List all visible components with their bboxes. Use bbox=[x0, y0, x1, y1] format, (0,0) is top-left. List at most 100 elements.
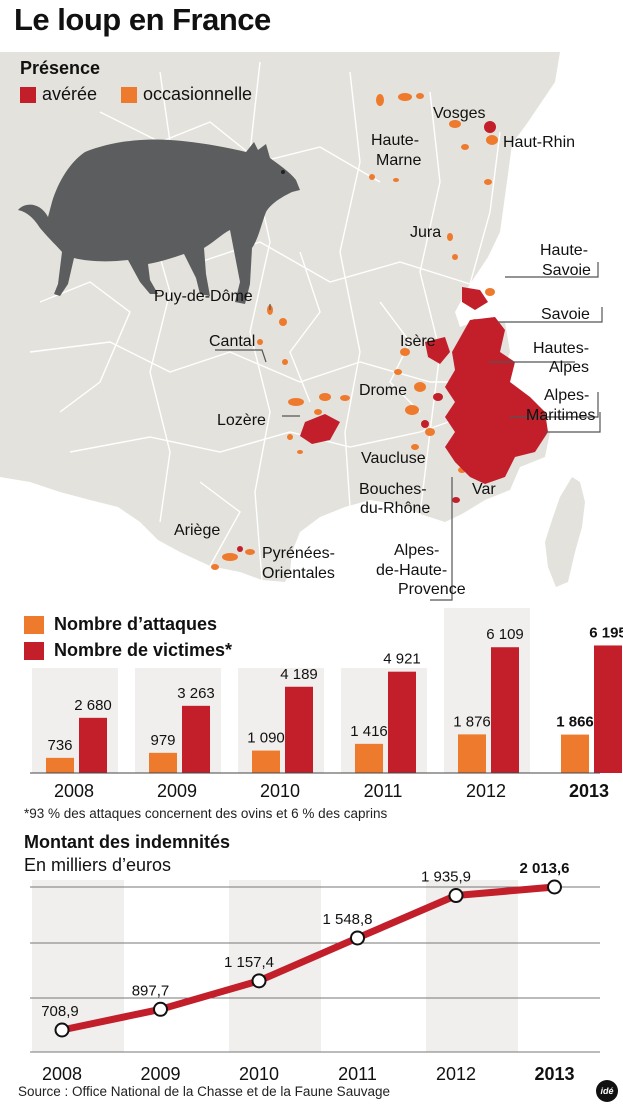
label-lozere: Lozère bbox=[217, 412, 266, 429]
attacks-bar bbox=[355, 743, 383, 773]
victims-value-label: 4 921 bbox=[383, 651, 421, 668]
victims-value-label: 2 680 bbox=[74, 697, 112, 714]
presence-confirmed bbox=[237, 121, 548, 552]
attacks-swatch bbox=[24, 615, 44, 634]
data-point bbox=[153, 1001, 168, 1017]
attacks-bar bbox=[561, 734, 589, 773]
label-haut-rhin: Haut-Rhin bbox=[503, 134, 576, 151]
data-point bbox=[448, 888, 464, 904]
label-haute-marne-2: Marne bbox=[376, 152, 422, 169]
value-label: 708,9 bbox=[41, 1003, 79, 1020]
ide-logo: idé bbox=[596, 1080, 618, 1102]
label-hautes-alpes-2: Alpes bbox=[549, 359, 590, 376]
indemnities-line bbox=[61, 883, 555, 1034]
attacks-value-label: 1 416 bbox=[350, 723, 388, 740]
indemnities-subtitle: En milliers d’euros bbox=[24, 855, 172, 875]
confirmed-swatch bbox=[20, 86, 36, 103]
label-haute-savoie-1: Haute- bbox=[540, 242, 589, 259]
attacks-bar bbox=[458, 734, 486, 773]
source-note: Source : Office National de la Chasse et… bbox=[18, 1084, 390, 1099]
label-alpes-maritimes-2: Maritimes bbox=[526, 407, 596, 424]
legend-victims: Nombre de victimes* bbox=[24, 640, 232, 661]
victims-bar bbox=[182, 705, 210, 773]
legend-occasional: occasionnelle bbox=[121, 84, 252, 105]
label-bouches-2: du-Rhône bbox=[360, 500, 431, 517]
label-haute-savoie-2: Savoie bbox=[542, 262, 591, 279]
data-point bbox=[251, 973, 267, 989]
bar-footnote: *93 % des attaques concernent des ovins … bbox=[24, 806, 388, 821]
data-point bbox=[547, 879, 562, 895]
label-pyrenees-1: Pyrénées- bbox=[262, 545, 335, 562]
data-point bbox=[350, 930, 365, 946]
year-tick-label: 2012 bbox=[466, 781, 506, 801]
value-label: 1 548,8 bbox=[322, 911, 372, 928]
france-map bbox=[0, 52, 623, 607]
year-tick-label: 2011 bbox=[338, 1064, 377, 1082]
attacks-value-label: 1 876 bbox=[453, 713, 491, 730]
year-tick-label: 2010 bbox=[239, 1064, 279, 1082]
victims-bar bbox=[388, 671, 416, 773]
map-graphic bbox=[0, 52, 603, 601]
attacks-bar bbox=[46, 757, 74, 773]
indemnities-chart: 708,9 2008 897,7 2009 1 157,4 2010 1 548,8 2011… bbox=[30, 860, 600, 1082]
attacks-value-label: 1 866 bbox=[556, 714, 594, 731]
presence-occasional bbox=[211, 93, 498, 570]
label-drome: Drome bbox=[359, 382, 408, 399]
wolf-illustration bbox=[18, 139, 300, 304]
attacks-bar bbox=[149, 752, 177, 773]
legend-confirmed: avérée bbox=[20, 84, 97, 105]
legend-attacks-label: Nombre d’attaques bbox=[54, 614, 218, 634]
page-title: Le loup en France bbox=[14, 2, 271, 37]
year-tick-label: 2010 bbox=[260, 781, 300, 801]
attacks-value-label: 1 090 bbox=[247, 730, 285, 747]
label-ahp-1: Alpes- bbox=[394, 542, 440, 559]
indemnities-title: Montant des indemnités bbox=[24, 832, 231, 852]
label-bouches-1: Bouches- bbox=[359, 481, 427, 498]
victims-bar bbox=[491, 647, 519, 773]
attacks-value-label: 736 bbox=[47, 737, 72, 754]
legend-occasional-label: occasionnelle bbox=[143, 84, 253, 104]
legend-confirmed-label: avérée bbox=[42, 84, 98, 104]
france-land bbox=[0, 52, 560, 582]
victims-bar bbox=[79, 717, 107, 773]
corsica bbox=[545, 477, 585, 587]
label-var: Var bbox=[472, 481, 496, 498]
year-tick-label: 2011 bbox=[364, 781, 403, 801]
year-tick-label: 2008 bbox=[54, 781, 94, 801]
legend-victims-label: Nombre de victimes* bbox=[54, 640, 233, 660]
attacks-bar bbox=[252, 750, 280, 773]
label-vaucluse: Vaucluse bbox=[361, 450, 426, 467]
year-tick-label: 2009 bbox=[157, 781, 197, 801]
year-tick-label: 2008 bbox=[42, 1064, 82, 1082]
attacks-value-label: 979 bbox=[150, 732, 175, 749]
label-cantal: Cantal bbox=[209, 333, 256, 350]
victims-bar bbox=[285, 686, 313, 773]
leader-lines bbox=[215, 262, 603, 601]
label-puy-de-dome: Puy-de-Dôme bbox=[154, 288, 253, 305]
attacks-victims-chart: 736 2 680 2008 979 3 263 2009 1 090 4 189 2010 1 … bbox=[30, 608, 623, 801]
label-ahp-3: Provence bbox=[398, 581, 466, 598]
victims-value-label: 6 109 bbox=[486, 626, 524, 643]
value-label: 2 013,6 bbox=[519, 860, 569, 877]
victims-bar bbox=[594, 645, 622, 773]
column-background bbox=[426, 880, 518, 1052]
occasional-swatch bbox=[121, 86, 137, 103]
label-vosges: Vosges bbox=[433, 105, 486, 122]
victims-value-label: 4 189 bbox=[280, 666, 318, 683]
victims-value-label: 6 195 bbox=[589, 624, 623, 641]
year-tick-label: 2013 bbox=[569, 781, 609, 801]
label-ariege: Ariège bbox=[174, 522, 221, 539]
data-point bbox=[54, 1022, 70, 1038]
value-label: 1 157,4 bbox=[224, 954, 274, 971]
value-label: 897,7 bbox=[132, 982, 170, 999]
value-label: 1 935,9 bbox=[421, 869, 471, 886]
presence-legend-title: Présence bbox=[20, 58, 101, 78]
label-haute-marne-1: Haute- bbox=[371, 132, 420, 149]
label-hautes-alpes-1: Hautes- bbox=[533, 340, 590, 357]
year-tick-label: 2013 bbox=[534, 1064, 574, 1082]
label-jura: Jura bbox=[410, 224, 442, 241]
victims-value-label: 3 263 bbox=[177, 685, 215, 702]
label-ahp-2: de-Haute- bbox=[376, 562, 448, 579]
label-pyrenees-2: Orientales bbox=[262, 565, 335, 582]
year-tick-label: 2012 bbox=[436, 1064, 476, 1082]
